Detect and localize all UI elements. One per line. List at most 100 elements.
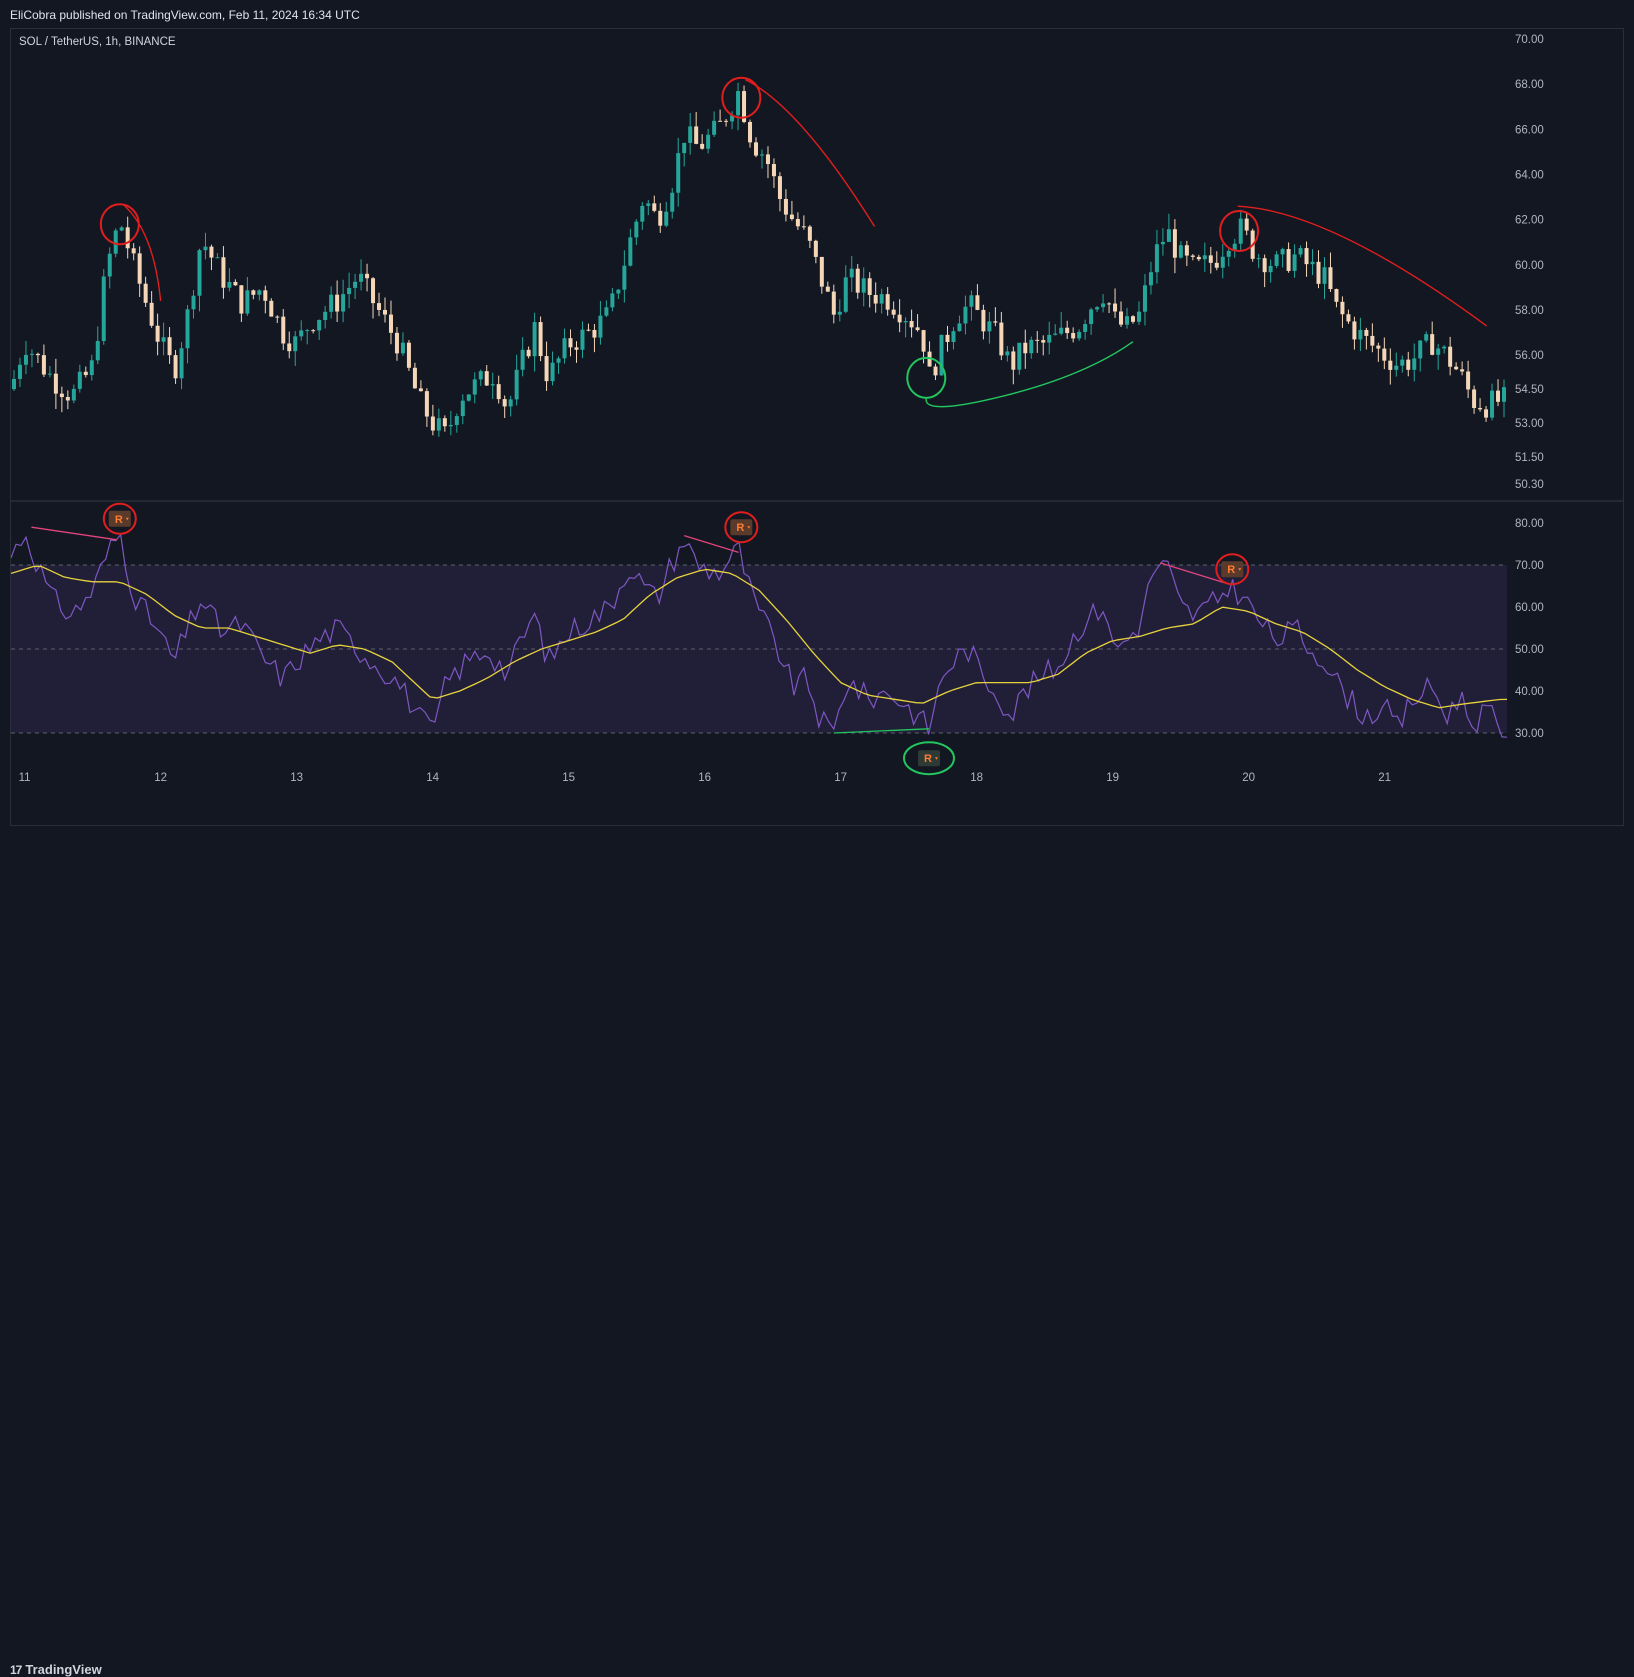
label-circle	[903, 741, 955, 776]
candle-body	[1238, 218, 1243, 244]
tradingview-logo-icon: 17	[10, 1662, 22, 1677]
divergence-line	[684, 534, 739, 554]
candle-body	[957, 323, 962, 332]
price-tick-label: 62.00	[1515, 215, 1544, 227]
candle-body	[819, 256, 824, 287]
candle-body	[400, 342, 405, 354]
candle-body	[921, 330, 926, 352]
candle-body	[849, 268, 854, 278]
candle-body	[520, 349, 525, 370]
candle-body	[1436, 348, 1441, 355]
candle-body	[383, 309, 387, 315]
candle-body	[670, 192, 675, 212]
candle-body	[1382, 348, 1387, 361]
divergence-line	[1160, 562, 1229, 585]
chart-svg[interactable]: SOL / TetherUS, 1h, BINANCE R R R R 70.00 68…	[10, 29, 1623, 825]
candle-body	[59, 393, 64, 398]
candle-body	[257, 290, 262, 295]
candle-body	[83, 371, 88, 376]
candle-body	[891, 309, 896, 315]
candle-body	[813, 240, 818, 257]
candle-body	[1274, 254, 1279, 266]
candle-body	[999, 322, 1004, 356]
divergence-line	[833, 728, 930, 734]
candle-body	[215, 257, 220, 259]
price-tick-label: 53.00	[1515, 418, 1544, 430]
chart-frame[interactable]: SOL / TetherUS, 1h, BINANCE R R R R 70.00 68…	[10, 28, 1624, 826]
candle-body	[299, 330, 304, 337]
candle-body	[783, 198, 788, 215]
candle-body	[1370, 335, 1375, 346]
price-axis[interactable]: 70.00 68.00 66.00 64.00 62.00 60.00 58.00 56.00…	[1515, 34, 1544, 740]
candle-body	[1454, 366, 1459, 370]
candle-body	[586, 329, 591, 331]
time-axis[interactable]: 11 12 13 14 15 16 17 18 19 20 21	[19, 772, 1391, 784]
candle-body	[287, 343, 292, 352]
candle-body	[1125, 316, 1130, 325]
candle-body	[317, 319, 322, 331]
candle-body	[466, 394, 471, 401]
candle-body	[1136, 311, 1141, 322]
candle-body	[1352, 321, 1357, 340]
candle-body	[35, 353, 40, 356]
candle-body	[1220, 256, 1225, 268]
candle-body	[1316, 261, 1321, 284]
candle-body	[137, 253, 142, 284]
candle-body	[1077, 331, 1082, 339]
candle-body	[652, 203, 657, 211]
candle-body	[1328, 267, 1333, 290]
tradingview-logo[interactable]: 17 TradingView	[10, 1662, 102, 1677]
candle-body	[616, 289, 621, 294]
time-tick-label: 21	[1378, 772, 1391, 784]
candle-body	[424, 391, 429, 417]
candle-body	[688, 126, 693, 143]
candle-body	[1358, 329, 1363, 340]
candle-body	[1065, 327, 1070, 334]
candle-body	[993, 321, 998, 323]
candle-body	[568, 338, 573, 348]
candle-body	[179, 348, 184, 379]
candle-body	[359, 273, 364, 282]
bear-arrow-3	[1237, 205, 1488, 327]
candle-body	[1232, 243, 1237, 251]
candle-body	[873, 294, 878, 304]
candle-body	[430, 416, 435, 431]
candle-body	[436, 418, 441, 431]
candle-body	[706, 134, 711, 149]
candle-body	[628, 237, 633, 266]
candle-body	[1448, 346, 1453, 367]
label-circle	[724, 511, 759, 544]
candle-body	[963, 306, 968, 324]
candle-body	[11, 378, 16, 390]
candle-body	[113, 230, 118, 254]
candle-body	[1071, 333, 1076, 339]
candle-body	[556, 358, 561, 363]
candle-body	[1101, 303, 1106, 308]
candle-body	[1023, 342, 1028, 354]
candle-body	[646, 203, 651, 206]
candle-body	[275, 316, 280, 318]
bear-arrow-2	[745, 79, 876, 227]
candle-body	[562, 338, 567, 359]
bear-arrow-1	[122, 203, 162, 302]
candle-body	[191, 295, 196, 310]
candle-body	[736, 91, 741, 116]
candle-body	[41, 355, 46, 375]
candle-body	[771, 164, 776, 177]
candle-body	[203, 246, 208, 251]
candle-body	[580, 329, 585, 350]
time-tick-label: 18	[970, 772, 983, 784]
price-tick-label: 58.00	[1515, 305, 1544, 317]
candle-body	[155, 325, 160, 342]
time-tick-label: 14	[426, 772, 439, 784]
price-tick-label: 68.00	[1515, 79, 1544, 91]
candle-body	[1430, 334, 1435, 355]
candle-body	[1418, 340, 1423, 359]
candle-body	[1412, 358, 1417, 370]
candle-body	[89, 360, 94, 376]
candle-body	[592, 329, 597, 338]
candle-body	[95, 341, 100, 361]
candle-body	[472, 379, 477, 395]
candle-body	[1442, 346, 1447, 349]
candle-body	[323, 311, 328, 320]
